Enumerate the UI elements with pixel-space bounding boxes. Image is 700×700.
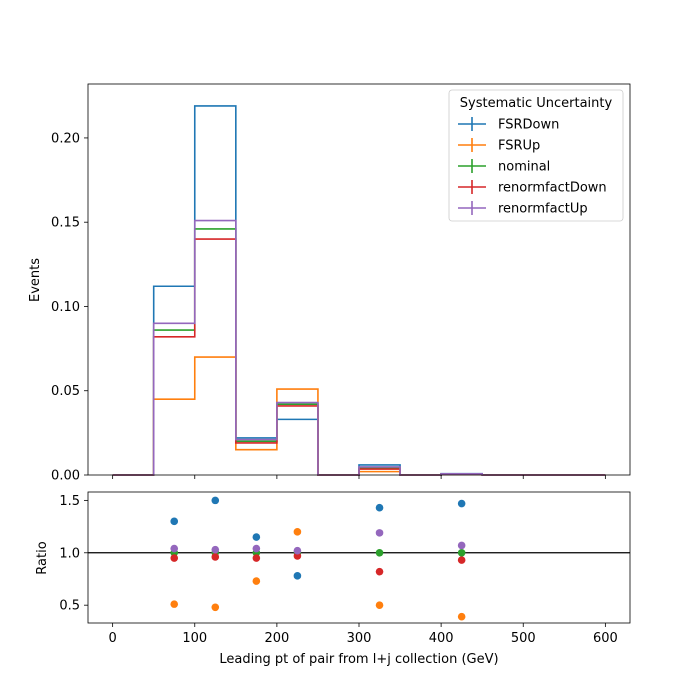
legend-items: FSRDown FSRUp nominal renormfactDown renormf… xyxy=(458,117,607,217)
legend-item-renormfactDown: renormfactDown xyxy=(458,180,607,196)
ratio-x-ticks: 0 100 200 300 400 500 600 xyxy=(108,623,618,646)
legend-box xyxy=(448,89,624,222)
ratio-point xyxy=(375,529,384,537)
ratio-y-axis-label: Ratio xyxy=(35,541,50,574)
ratio-y-tick-label: 0.5 xyxy=(59,599,80,614)
histogram-y-tick-label: 0.20 xyxy=(51,131,80,146)
histogram-y-axis-label: Events xyxy=(28,258,43,302)
ratio-series-renormfactDown xyxy=(170,552,466,576)
ratio-point xyxy=(211,496,220,505)
ratio-point xyxy=(293,528,302,536)
ratio-point xyxy=(211,553,220,561)
ratio-point xyxy=(293,552,302,560)
x-tick-label: 200 xyxy=(264,631,289,646)
ratio-point xyxy=(211,545,220,554)
ratio-point xyxy=(252,544,261,553)
ratio-y-ticks: 0.5 1.0 1.5 xyxy=(59,494,88,614)
legend-item-renormfactUp: renormfactUp xyxy=(458,201,588,217)
histogram-y-tick-label: 0.05 xyxy=(51,384,80,399)
ratio-series-FSRDown xyxy=(170,496,466,580)
legend-label: FSRUp xyxy=(498,139,540,154)
histogram-y-tick-label: 0.15 xyxy=(51,216,80,231)
ratio-point xyxy=(457,499,466,508)
legend-label: renormfactUp xyxy=(498,202,588,217)
legend-item-nominal: nominal xyxy=(458,159,550,175)
ratio-y-tick-label: 1.5 xyxy=(59,494,80,509)
ratio-point xyxy=(457,548,466,557)
x-axis-label: Leading pt of pair from l+j collection (… xyxy=(219,652,498,667)
legend-label: nominal xyxy=(498,160,550,175)
ratio-point xyxy=(293,572,302,580)
x-tick-label: 0 xyxy=(108,631,116,646)
histogram-y-tick-label: 0.10 xyxy=(51,300,80,315)
ratio-series-renormfactUp xyxy=(170,529,466,555)
ratio-point xyxy=(170,517,179,526)
ratio-series-FSRUp xyxy=(170,528,466,621)
ratio-point xyxy=(170,600,179,608)
ratio-point xyxy=(457,612,466,621)
legend-label: FSRDown xyxy=(498,118,559,133)
ratio-y-tick-label: 1.0 xyxy=(59,546,80,561)
x-tick-label: 600 xyxy=(593,631,618,646)
ratio-point xyxy=(252,577,261,585)
x-tick-label: 100 xyxy=(182,631,207,646)
legend-item-FSRUp: FSRUp xyxy=(458,138,540,154)
x-tick-label: 400 xyxy=(429,631,454,646)
x-tick-label: 300 xyxy=(347,631,372,646)
legend-label: renormfactDown xyxy=(498,181,607,196)
ratio-point xyxy=(375,503,384,512)
legend: Systematic Uncertainty FSRDown FSRUp nomin… xyxy=(448,89,624,222)
ratio-point xyxy=(457,556,466,564)
ratio-point xyxy=(375,548,384,557)
ratio-point xyxy=(375,601,384,609)
ratio-marks xyxy=(88,496,630,621)
ratio-point xyxy=(252,554,261,562)
legend-item-FSRDown: FSRDown xyxy=(458,117,559,133)
ratio-panel: 0 100 200 300 400 500 600 0.5 1.0 1.5 Ratio Lead… xyxy=(35,491,631,667)
ratio-point xyxy=(375,567,384,576)
ratio-point xyxy=(170,554,179,562)
ratio-point xyxy=(170,544,179,553)
ratio-point xyxy=(457,541,466,550)
ratio-point xyxy=(293,546,302,555)
histogram-y-tick-label: 0.00 xyxy=(51,469,80,484)
x-tick-label: 500 xyxy=(511,631,536,646)
histogram-x-ticks xyxy=(112,475,606,479)
ratio-point xyxy=(252,533,261,541)
legend-title: Systematic Uncertainty xyxy=(460,96,613,111)
ratio-point xyxy=(211,603,220,612)
histogram-y-ticks: 0.00 0.05 0.10 0.15 0.20 xyxy=(51,131,88,484)
histogram-panel: 0.00 0.05 0.10 0.15 0.20 Events Systematic U… xyxy=(28,83,631,484)
